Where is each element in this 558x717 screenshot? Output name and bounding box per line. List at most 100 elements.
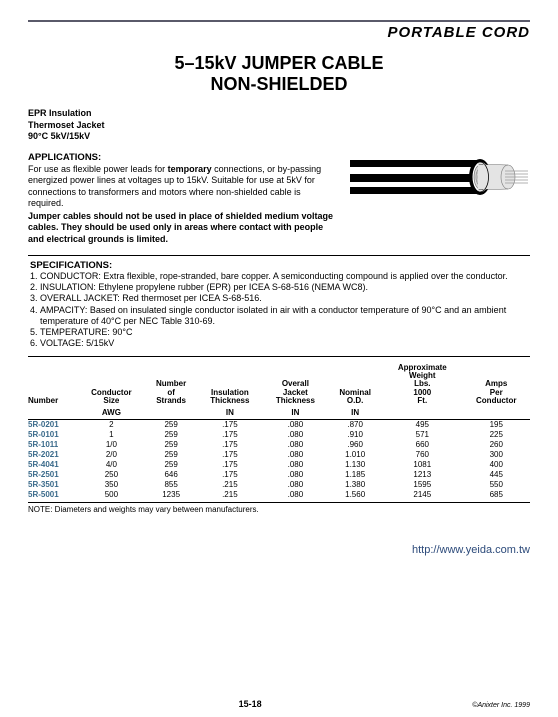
cell: 1.185	[328, 470, 382, 480]
col-header: OverallJacketThickness	[263, 363, 329, 407]
cell: 1.560	[328, 490, 382, 500]
specs-item: OVERALL JACKET: Red thermoset per ICEA S…	[40, 293, 528, 304]
specs-heading: SPECIFICATIONS:	[30, 260, 528, 271]
cell: 259	[145, 440, 197, 450]
cell: .175	[197, 440, 263, 450]
cell: 2/0	[78, 450, 145, 460]
table-header-group: NumberConductorSizeNumberofStrandsInsula…	[28, 363, 530, 407]
cell: .175	[197, 460, 263, 470]
col-unit	[145, 407, 197, 420]
copyright: ©Anixter Inc. 1999	[472, 702, 530, 709]
table-header-unit: AWGINININ	[28, 407, 530, 420]
cell: 260	[462, 440, 530, 450]
spec-table: NumberConductorSizeNumberofStrandsInsula…	[28, 363, 530, 500]
col-unit	[462, 407, 530, 420]
specs-item: INSULATION: Ethylene propylene rubber (E…	[40, 282, 528, 293]
cell: 1.010	[328, 450, 382, 460]
cell: 1595	[382, 480, 462, 490]
page-number: 15-18	[239, 699, 262, 709]
cell: .080	[263, 470, 329, 480]
cell: .215	[197, 480, 263, 490]
table-row: 5R-01011259.175.080.910571225	[28, 430, 530, 440]
cell: 855	[145, 480, 197, 490]
cell: .080	[263, 419, 329, 430]
table-body: 5R-02012259.175.080.8704951955R-01011259…	[28, 419, 530, 500]
cell: 550	[462, 480, 530, 490]
cell: 225	[462, 430, 530, 440]
col-header: InsulationThickness	[197, 363, 263, 407]
col-header: ConductorSize	[78, 363, 145, 407]
cell: .175	[197, 470, 263, 480]
table-row: 5R-3501350855.215.0801.3801595550	[28, 480, 530, 490]
cell: 495	[382, 419, 462, 430]
part-number: 5R-2021	[28, 450, 78, 460]
cell: .175	[197, 450, 263, 460]
applications-warning: Jumper cables should not be used in plac…	[28, 211, 336, 245]
part-number: 5R-0101	[28, 430, 78, 440]
part-number: 5R-3501	[28, 480, 78, 490]
cell: 500	[78, 490, 145, 500]
cell: .175	[197, 419, 263, 430]
col-unit: AWG	[78, 407, 145, 420]
category-header: PORTABLE CORD	[28, 20, 530, 41]
col-header: NominalO.D.	[328, 363, 382, 407]
cell: 1.130	[328, 460, 382, 470]
col-unit	[28, 407, 78, 420]
col-header: ApproximateWeightLbs.1000Ft.	[382, 363, 462, 407]
col-unit	[382, 407, 462, 420]
cell: .175	[197, 430, 263, 440]
specs-item: VOLTAGE: 5/15kV	[40, 338, 528, 349]
specs-item: CONDUCTOR: Extra flexible, rope-stranded…	[40, 271, 528, 282]
specs-item: TEMPERATURE: 90°C	[40, 327, 528, 338]
cell: 2	[78, 419, 145, 430]
table-row: 5R-50015001235.215.0801.5602145685	[28, 490, 530, 500]
cell: 2145	[382, 490, 462, 500]
col-header: NumberofStrands	[145, 363, 197, 407]
cell: .215	[197, 490, 263, 500]
cell: 571	[382, 430, 462, 440]
cell: .080	[263, 450, 329, 460]
cell: .080	[263, 430, 329, 440]
cell: 1.380	[328, 480, 382, 490]
cell: 400	[462, 460, 530, 470]
table-row: 5R-2501250646.175.0801.1851213445	[28, 470, 530, 480]
applications-text: For use as flexible power leads for temp…	[28, 164, 336, 209]
cell: 445	[462, 470, 530, 480]
table-row: 5R-40414/0259.175.0801.1301081400	[28, 460, 530, 470]
specifications-box: SPECIFICATIONS: CONDUCTOR: Extra flexibl…	[28, 255, 530, 357]
subheading: EPR Insulation Thermoset Jacket 90°C 5kV…	[28, 108, 530, 142]
cell: 259	[145, 450, 197, 460]
part-number: 5R-1011	[28, 440, 78, 450]
cell: .960	[328, 440, 382, 450]
cell: .080	[263, 460, 329, 470]
table-row: 5R-02012259.175.080.870495195	[28, 419, 530, 430]
cell: 1081	[382, 460, 462, 470]
title-line2: NON-SHIELDED	[28, 74, 530, 95]
cell: 195	[462, 419, 530, 430]
specs-list: CONDUCTOR: Extra flexible, rope-stranded…	[30, 271, 528, 350]
table-note: NOTE: Diameters and weights may vary bet…	[28, 502, 530, 514]
cell: .910	[328, 430, 382, 440]
cell: 1	[78, 430, 145, 440]
cell: 1213	[382, 470, 462, 480]
cell: 4/0	[78, 460, 145, 470]
cell: .080	[263, 490, 329, 500]
col-unit: IN	[197, 407, 263, 420]
cell: 760	[382, 450, 462, 460]
title-line1: 5–15kV JUMPER CABLE	[28, 53, 530, 74]
cell: 259	[145, 430, 197, 440]
cell: 660	[382, 440, 462, 450]
part-number: 5R-5001	[28, 490, 78, 500]
part-number: 5R-4041	[28, 460, 78, 470]
subhead-l3: 90°C 5kV/15kV	[28, 131, 530, 142]
col-header: AmpsPerConductor	[462, 363, 530, 407]
cell: 259	[145, 460, 197, 470]
cell: 350	[78, 480, 145, 490]
part-number: 5R-0201	[28, 419, 78, 430]
cell: 646	[145, 470, 197, 480]
cell: 1235	[145, 490, 197, 500]
cell: .080	[263, 480, 329, 490]
table-row: 5R-10111/0259.175.080.960660260	[28, 440, 530, 450]
cable-illustration	[350, 152, 530, 204]
subhead-l1: EPR Insulation	[28, 108, 530, 119]
